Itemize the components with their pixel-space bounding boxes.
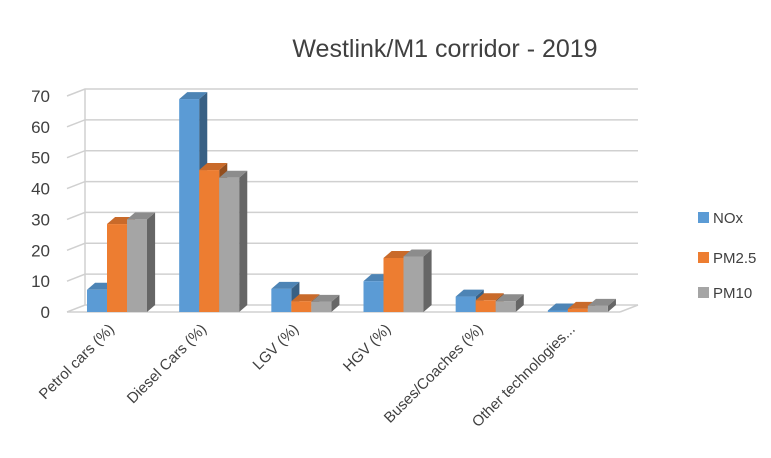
bar-pm10-2 — [311, 294, 340, 312]
bar-front — [363, 281, 384, 312]
bar-front — [567, 308, 588, 312]
bar-top — [587, 298, 616, 306]
y-axis-ticks: 0 10 20 30 40 50 60 70 — [31, 87, 50, 322]
legend: NOx PM2.5 PM10 — [698, 210, 756, 302]
legend-label: PM2.5 — [713, 250, 756, 267]
bar-top — [271, 281, 300, 289]
bar-front — [127, 219, 147, 312]
x-tick-label: Petrol cars (%) — [36, 321, 118, 403]
bar-pm10-3 — [403, 249, 432, 312]
legend-label: NOx — [713, 210, 744, 227]
y-tick-label: 40 — [31, 180, 50, 199]
y-tick-label: 0 — [41, 303, 50, 322]
bar-front — [495, 301, 516, 312]
bars — [87, 92, 616, 312]
bar-top — [199, 163, 228, 171]
bar-nox-2 — [271, 281, 300, 312]
floor-right-edge — [619, 304, 639, 313]
legend-swatch — [698, 212, 709, 223]
bar-front — [271, 288, 292, 312]
bar-pm10-5 — [587, 298, 616, 312]
legend-label: PM10 — [713, 285, 752, 302]
bar-top — [495, 294, 524, 302]
x-tick-label: Diesel Cars (%) — [124, 321, 210, 407]
legend-item-pm25: PM2.5 — [698, 250, 756, 267]
bar-front — [179, 99, 200, 312]
legend-item-pm10: PM10 — [698, 285, 752, 302]
bar-front — [475, 300, 496, 312]
bar-pm10-1 — [219, 170, 248, 312]
gridline-70 — [66, 88, 638, 97]
y-tick-label: 60 — [31, 118, 50, 137]
bar-top — [403, 249, 432, 257]
bar-top — [291, 294, 320, 302]
y-tick-label: 30 — [31, 210, 50, 229]
x-tick-label: LGV (%) — [250, 321, 303, 374]
y-tick-label: 70 — [31, 87, 50, 106]
x-tick-label: Other technologies... — [469, 321, 579, 431]
bar-front — [403, 256, 424, 312]
bar-front — [587, 305, 608, 312]
gridline-60 — [66, 119, 638, 128]
bar-front — [107, 224, 127, 312]
bar-front — [547, 310, 568, 312]
bar-side — [147, 212, 156, 312]
bar-pm10-4 — [495, 294, 524, 312]
bar-side — [331, 294, 340, 312]
legend-swatch — [698, 287, 709, 298]
bar-front — [383, 258, 404, 312]
legend-swatch — [698, 252, 709, 263]
bar-side — [515, 294, 524, 312]
bar-top — [179, 92, 208, 100]
x-axis-ticks: Petrol cars (%) Diesel Cars (%) LGV (%) HGV… — [36, 321, 579, 431]
chart-title: Westlink/M1 corridor - 2019 — [292, 35, 597, 63]
bar-side — [239, 170, 248, 312]
bar-front — [199, 170, 220, 312]
y-tick-label: 10 — [31, 272, 50, 291]
bar-top — [311, 294, 340, 302]
bar-front — [87, 289, 107, 312]
gridline-40 — [66, 180, 638, 190]
bar-front — [291, 301, 312, 312]
x-tick-label: Buses/Coaches (%) — [381, 321, 487, 427]
grid — [66, 88, 639, 313]
bar-top — [127, 212, 156, 220]
bar-front — [219, 177, 240, 312]
bar-front — [311, 301, 332, 312]
bar-pm10-0 — [127, 212, 156, 312]
y-tick-label: 20 — [31, 241, 50, 260]
bar-top — [219, 170, 248, 178]
y-tick-label: 50 — [31, 149, 50, 168]
bar-top — [455, 289, 484, 297]
bar-side — [607, 298, 616, 312]
gridline-50 — [66, 149, 638, 159]
legend-item-nox: NOx — [698, 210, 744, 227]
bar-side — [423, 249, 432, 312]
bar-top — [475, 293, 504, 301]
x-tick-label: HGV (%) — [340, 321, 394, 375]
bar-front — [455, 296, 476, 312]
